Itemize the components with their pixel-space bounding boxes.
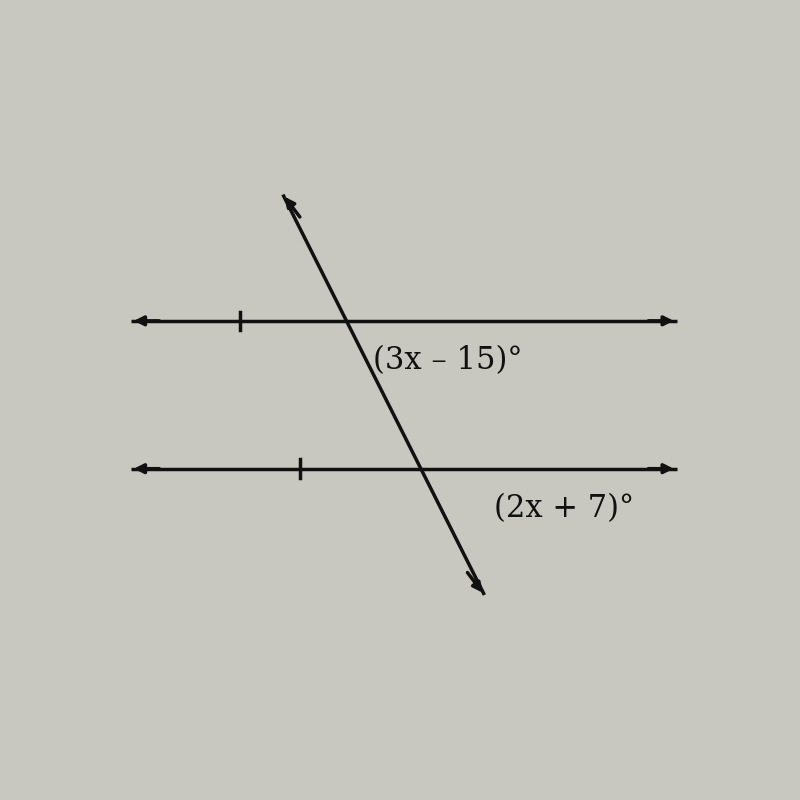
Text: (3x – 15)°: (3x – 15)°: [373, 346, 522, 377]
Text: (2x + 7)°: (2x + 7)°: [494, 494, 634, 524]
